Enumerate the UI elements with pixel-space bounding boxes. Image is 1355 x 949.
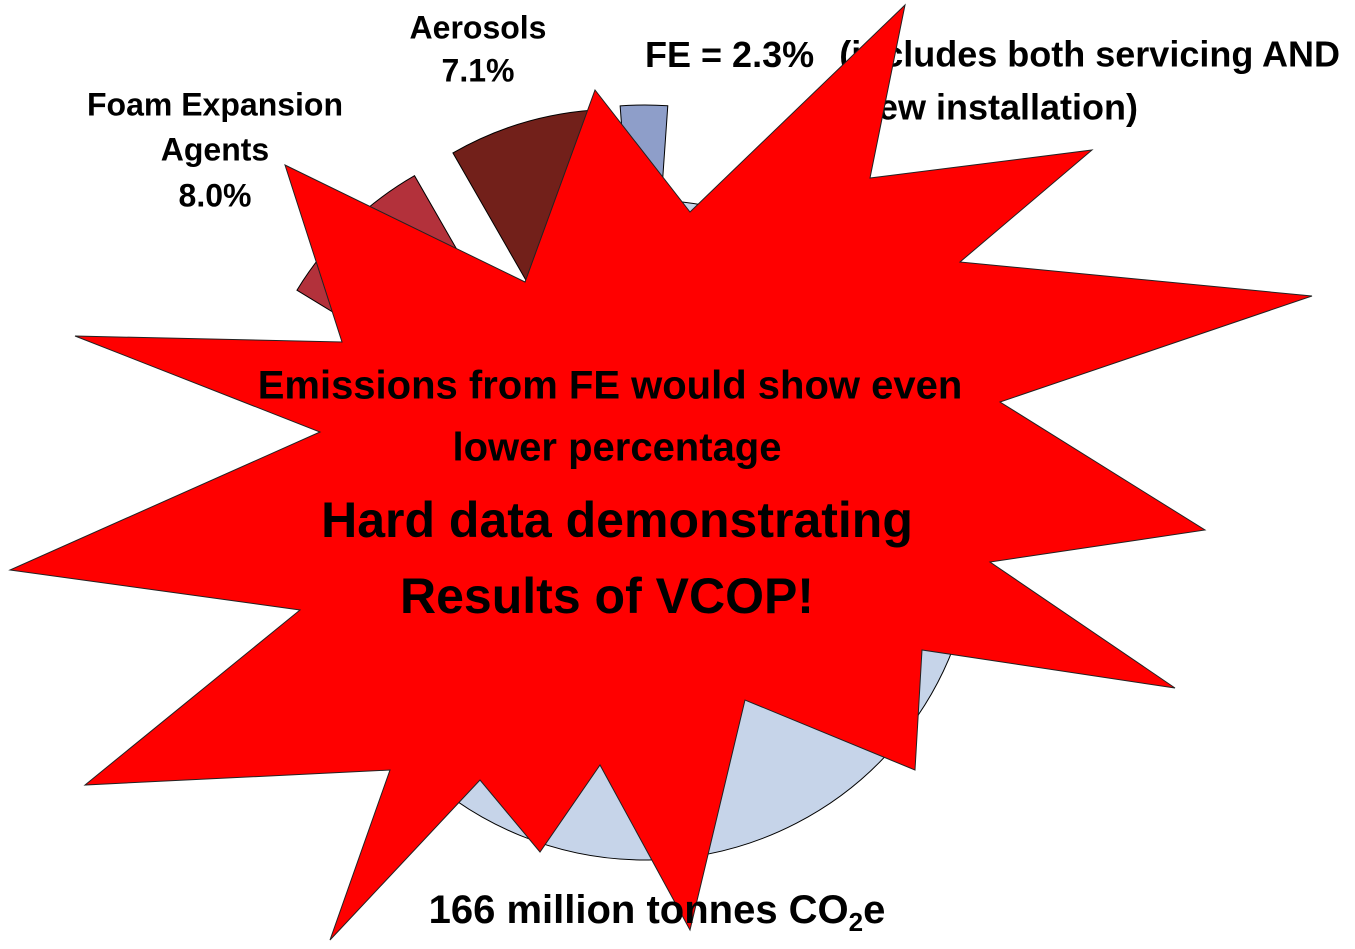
callout-line: lower percentage	[452, 426, 781, 470]
total-label: 166 million tonnes CO2e	[429, 888, 886, 937]
slice-note: (includes both servicing AND	[839, 34, 1340, 75]
starburst	[8, 3, 1313, 941]
slice-label: Agents	[161, 131, 269, 167]
callout-line: Results of VCOP!	[400, 568, 814, 624]
callout-line: Emissions from FE would show even	[258, 364, 963, 408]
callout-line: Hard data demonstrating	[321, 492, 913, 548]
slice-label: Aerosols	[410, 9, 547, 45]
slice-value-label: 8.0%	[179, 177, 252, 213]
slice-value-label: 7.1%	[442, 52, 515, 88]
slice-labels: Aerosols 7.1% Foam Expansion Agents 8.0% FE =…	[87, 9, 1340, 213]
slice-note: new installation)	[856, 87, 1138, 128]
slice-label: Foam Expansion	[87, 86, 343, 122]
slice-label: FE = 2.3%	[645, 34, 814, 75]
